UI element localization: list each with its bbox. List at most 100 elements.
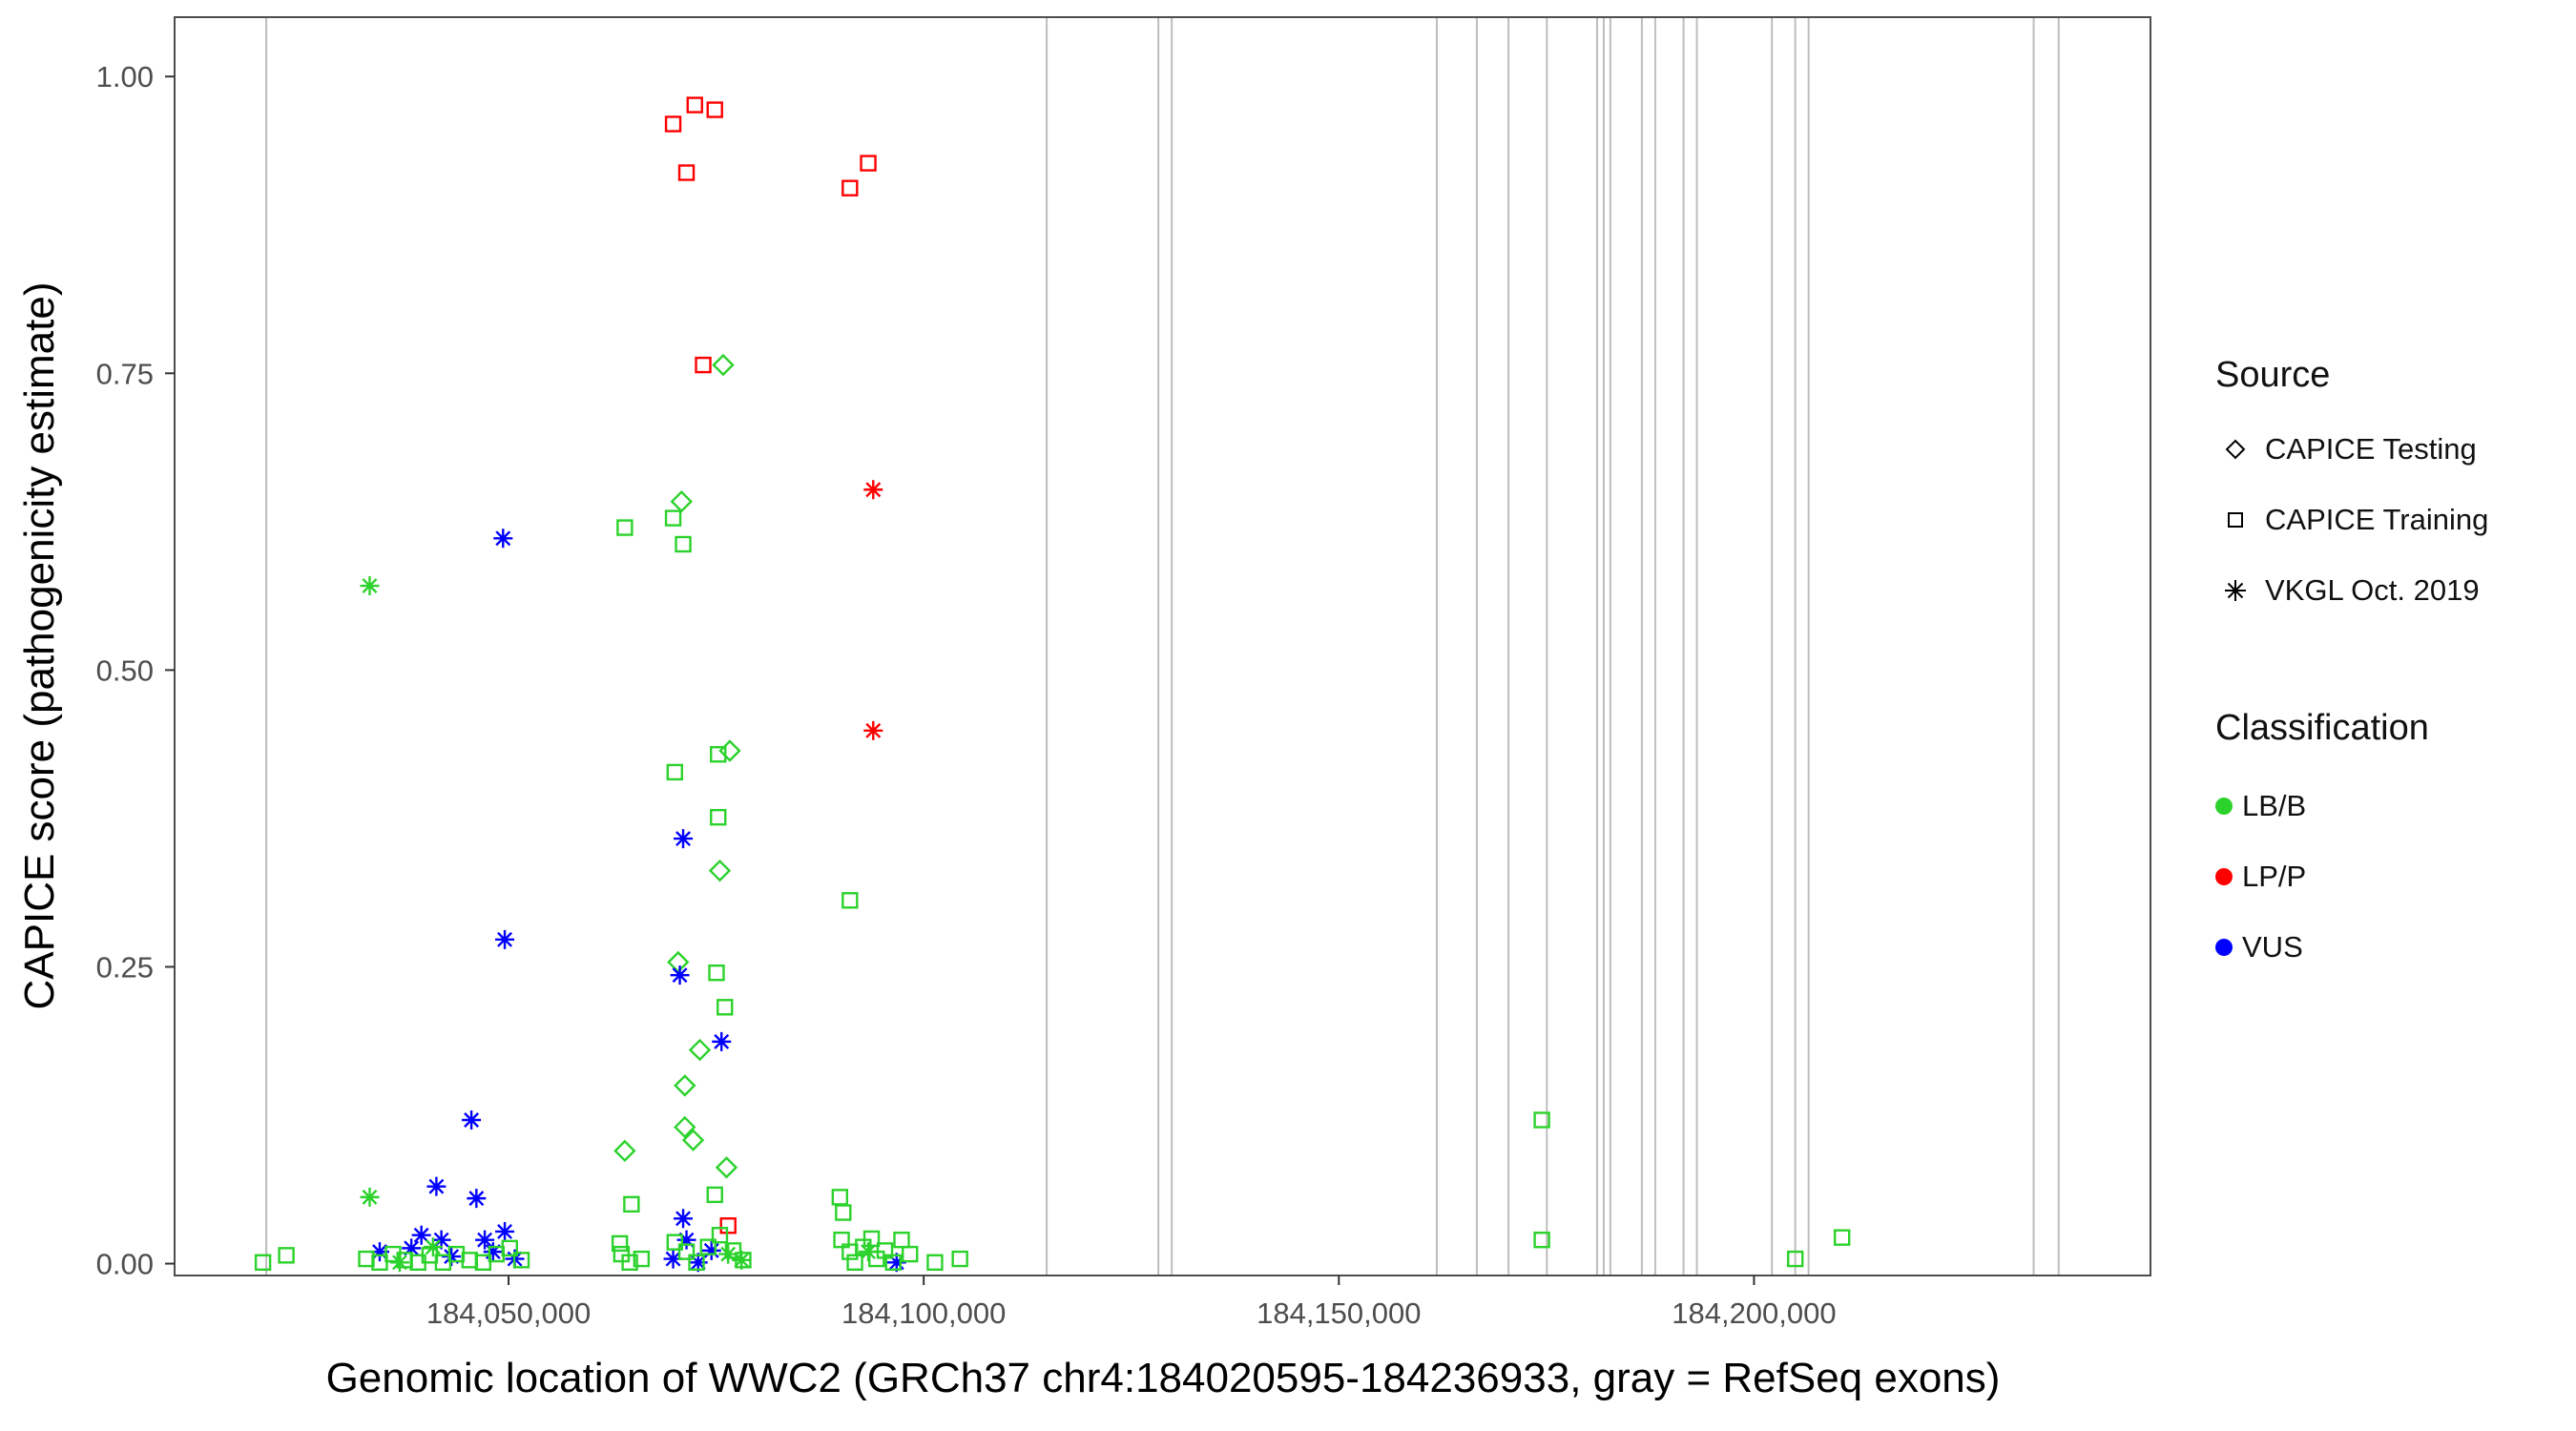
data-point [442, 1247, 462, 1267]
data-point [841, 892, 859, 909]
data-point [664, 509, 682, 527]
data-point [710, 746, 727, 763]
data-point [893, 1231, 910, 1249]
legend-classification-title: Classification [2215, 708, 2429, 748]
data-point [402, 1238, 422, 1258]
data-point [474, 1254, 492, 1272]
data-point [701, 1240, 721, 1260]
asterisk-icon [2215, 578, 2255, 603]
data-point [411, 1225, 431, 1245]
data-point [467, 1189, 487, 1209]
data-point [699, 1238, 717, 1255]
data-point [712, 353, 735, 377]
data-point [863, 480, 883, 500]
y-tick-label: 1.00 [96, 60, 154, 93]
data-point [666, 763, 684, 781]
data-point [461, 1252, 479, 1269]
data-point [674, 829, 694, 849]
data-point [371, 1254, 388, 1272]
lbb-dot-icon [2215, 798, 2233, 815]
x-tick-label: 184,050,000 [426, 1296, 591, 1330]
data-point [686, 96, 703, 114]
data-point [674, 1115, 696, 1139]
data-point [431, 1230, 451, 1250]
square-icon [2215, 508, 2255, 531]
data-point [663, 1249, 683, 1269]
data-point [886, 1253, 906, 1273]
data-point [876, 1242, 894, 1259]
data-point [613, 1139, 636, 1163]
data-point [695, 356, 712, 374]
data-point [611, 1234, 629, 1253]
legend-item-capice-training: CAPICE Training [2215, 485, 2488, 555]
legend-item-label: CAPICE Training [2265, 503, 2489, 536]
diamond-icon [2215, 438, 2255, 461]
data-point [674, 1209, 694, 1229]
data-point [358, 1250, 375, 1268]
y-tick-label: 0.25 [96, 950, 154, 984]
data-point [633, 1250, 651, 1268]
x-tick-label: 184,100,000 [841, 1296, 1006, 1330]
data-point [711, 1226, 729, 1244]
data-point [846, 1254, 863, 1272]
data-point [706, 101, 723, 118]
data-point [863, 720, 883, 740]
data-point [717, 999, 734, 1016]
data-point [710, 808, 727, 826]
legend-item-label: CAPICE Testing [2265, 432, 2477, 466]
data-point [677, 164, 696, 181]
data-point [389, 1253, 409, 1273]
data-point [616, 519, 634, 536]
data-point [666, 1234, 684, 1251]
data-point [708, 964, 725, 982]
data-point [670, 489, 693, 513]
data-point [951, 1250, 968, 1268]
legend: Source CAPICE Testing CAPICE Training VK… [2215, 353, 2488, 983]
data-point [860, 155, 877, 172]
x-tick-label: 184,150,000 [1257, 1296, 1421, 1330]
data-point [735, 1252, 752, 1269]
legend-item-label: LP/P [2242, 860, 2307, 893]
legend-item-lpp: LP/P [2215, 841, 2488, 912]
data-point [1533, 1231, 1550, 1249]
data-point [462, 1110, 482, 1130]
data-point [902, 1245, 919, 1263]
data-point [1787, 1250, 1804, 1268]
data-point [512, 1252, 530, 1269]
x-axis-title: Genomic location of WWC2 (GRCh37 chr4:18… [325, 1355, 2001, 1401]
panel-border [174, 16, 2151, 1276]
data-point [688, 1038, 712, 1062]
data-point [688, 1253, 708, 1273]
data-point [835, 1204, 852, 1221]
data-point [884, 1254, 902, 1272]
data-point [501, 1239, 518, 1257]
data-point [621, 1254, 638, 1272]
data-point [719, 1217, 737, 1234]
data-point [841, 179, 859, 197]
data-point [369, 1242, 389, 1262]
data-point [724, 1242, 742, 1259]
data-point [712, 1031, 732, 1051]
legend-item-vus: VUS [2215, 912, 2488, 983]
data-point [833, 1231, 850, 1249]
data-point [688, 1254, 705, 1272]
data-point [360, 576, 380, 596]
y-tick-label: 0.50 [96, 653, 154, 687]
data-point [715, 1156, 738, 1179]
y-tick-label: 0.00 [96, 1248, 154, 1281]
data-point [677, 1243, 696, 1260]
data-point [732, 1250, 752, 1270]
data-point [674, 1074, 696, 1097]
data-point [483, 1242, 503, 1262]
data-point [664, 115, 682, 133]
data-point [718, 1244, 738, 1264]
legend-item-label: VUS [2242, 930, 2303, 964]
data-point [862, 1230, 881, 1248]
data-point [475, 1230, 495, 1250]
data-point [495, 1221, 515, 1241]
legend-item-vkgl: VKGL Oct. 2019 [2215, 555, 2488, 626]
data-point [855, 1238, 872, 1255]
data-point [384, 1245, 402, 1263]
data-point [831, 1189, 849, 1206]
